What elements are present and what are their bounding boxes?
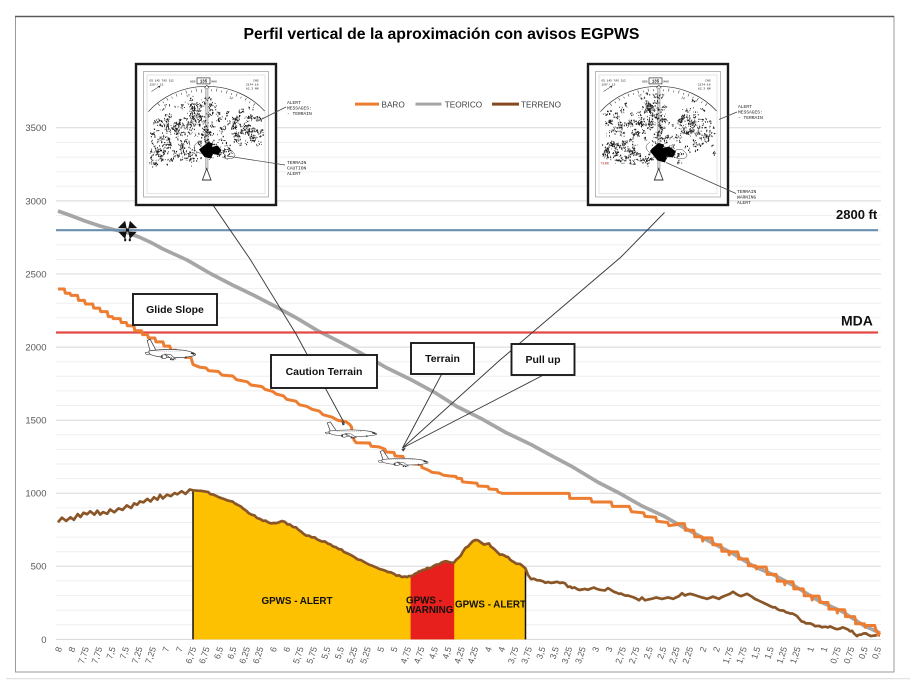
svg-text:- TERRAIN: - TERRAIN [738, 115, 763, 121]
svg-text:135: 135 [652, 81, 660, 85]
svg-text:150°/ 15: 150°/ 15 [150, 82, 164, 86]
svg-text:5,5: 5,5 [319, 645, 332, 660]
svg-text:TEORICO: TEORICO [445, 100, 482, 109]
svg-text:MESSAGES:: MESSAGES: [287, 106, 312, 112]
svg-text:MESSAGES:: MESSAGES: [738, 110, 763, 116]
svg-text:6,5: 6,5 [212, 645, 225, 660]
svg-text:HDG: HDG [190, 80, 196, 83]
svg-text:500: 500 [31, 562, 47, 573]
svg-text:4,5: 4,5 [440, 645, 453, 660]
svg-text:1,5: 1,5 [749, 645, 762, 660]
svg-text:ALERT: ALERT [737, 200, 751, 206]
svg-text:5: 5 [375, 645, 386, 653]
svg-text:3: 3 [604, 645, 615, 653]
svg-text:HDG: HDG [642, 80, 648, 83]
svg-text:7,5: 7,5 [118, 645, 131, 660]
svg-text:6: 6 [268, 645, 279, 653]
svg-text:MDA: MDA [841, 313, 873, 329]
svg-text:4,5: 4,5 [427, 645, 440, 660]
svg-text:1,5: 1,5 [763, 645, 776, 660]
svg-text:3: 3 [590, 645, 601, 653]
svg-text:GS 145 TAS 312: GS 145 TAS 312 [602, 80, 627, 83]
svg-text:135: 135 [200, 81, 208, 85]
svg-text:12: 12 [637, 93, 642, 98]
svg-text:Glide Slope: Glide Slope [146, 304, 204, 316]
svg-text:CHG: CHG [705, 80, 711, 83]
svg-text:TERRENO: TERRENO [521, 100, 561, 109]
svg-text:8: 8 [66, 645, 77, 653]
svg-text:GPWS - ALERT: GPWS - ALERT [262, 596, 333, 607]
svg-text:2174-16: 2174-16 [698, 84, 711, 87]
svg-text:150°/ 15: 150°/ 15 [602, 82, 616, 86]
svg-text:Pull up: Pull up [526, 354, 561, 366]
svg-text:Terrain: Terrain [425, 353, 460, 365]
svg-text:1: 1 [818, 645, 829, 653]
svg-text:0: 0 [41, 635, 46, 646]
svg-text:2,5: 2,5 [642, 645, 655, 660]
svg-text:3500: 3500 [25, 123, 46, 134]
svg-text:GS 145 TAS 312: GS 145 TAS 312 [150, 80, 175, 83]
svg-text:12: 12 [229, 95, 234, 100]
svg-text:WARNING: WARNING [406, 605, 454, 616]
svg-text:5,5: 5,5 [333, 645, 346, 660]
svg-text:- TERRAIN: - TERRAIN [287, 111, 312, 117]
svg-text:2,5: 2,5 [655, 645, 668, 660]
svg-text:TERR: TERR [149, 163, 158, 167]
svg-text:8: 8 [53, 645, 64, 653]
svg-text:0,5: 0,5 [870, 645, 883, 660]
svg-text:7: 7 [160, 645, 171, 653]
svg-text:BARO: BARO [382, 100, 405, 109]
svg-text:2: 2 [698, 645, 709, 653]
svg-text:TERRAIN: TERRAIN [287, 160, 307, 166]
svg-text:Perfil vertical de la aproxima: Perfil vertical de la aproximación con a… [244, 26, 640, 43]
svg-text:2000: 2000 [25, 343, 46, 354]
svg-text:6: 6 [281, 645, 292, 653]
svg-text:3000: 3000 [25, 196, 46, 207]
svg-text:4: 4 [496, 645, 507, 653]
svg-text:CHG: CHG [253, 80, 259, 83]
svg-text:1: 1 [805, 645, 816, 653]
svg-text:3,5: 3,5 [548, 645, 561, 660]
svg-text:CAUTION: CAUTION [287, 166, 307, 172]
svg-text:ALERT: ALERT [287, 171, 301, 177]
svg-text:WARNING: WARNING [737, 195, 757, 201]
svg-text:1000: 1000 [25, 489, 46, 500]
svg-text:2174-16: 2174-16 [246, 84, 259, 87]
svg-text:GPWS -: GPWS - [406, 595, 442, 606]
svg-text:2800 ft: 2800 ft [836, 207, 878, 222]
svg-text:GPWS - ALERT: GPWS - ALERT [455, 600, 526, 611]
svg-text:Caution Terrain: Caution Terrain [286, 366, 363, 378]
svg-text:3,5: 3,5 [534, 645, 547, 660]
svg-text:82.3 NM: 82.3 NM [246, 88, 259, 91]
svg-text:ALERT: ALERT [287, 100, 301, 106]
svg-text:TERRAIN: TERRAIN [737, 189, 757, 195]
svg-text:0,5: 0,5 [857, 645, 870, 660]
svg-text:ALERT: ALERT [738, 104, 752, 110]
svg-text:7: 7 [174, 645, 185, 653]
svg-text:2: 2 [711, 645, 722, 653]
svg-text:5: 5 [389, 645, 400, 653]
svg-text:4: 4 [483, 645, 494, 653]
svg-text:2500: 2500 [25, 269, 46, 280]
svg-text:MAG: MAG [212, 80, 218, 83]
svg-text:MAG: MAG [664, 80, 670, 83]
svg-text:1500: 1500 [25, 416, 46, 427]
svg-text:TERR: TERR [601, 163, 610, 167]
svg-text:12: 12 [681, 95, 686, 100]
svg-text:12: 12 [185, 93, 190, 98]
svg-text:82.3 NM: 82.3 NM [698, 88, 711, 91]
svg-text:7,5: 7,5 [104, 645, 117, 660]
svg-text:6,5: 6,5 [225, 645, 238, 660]
